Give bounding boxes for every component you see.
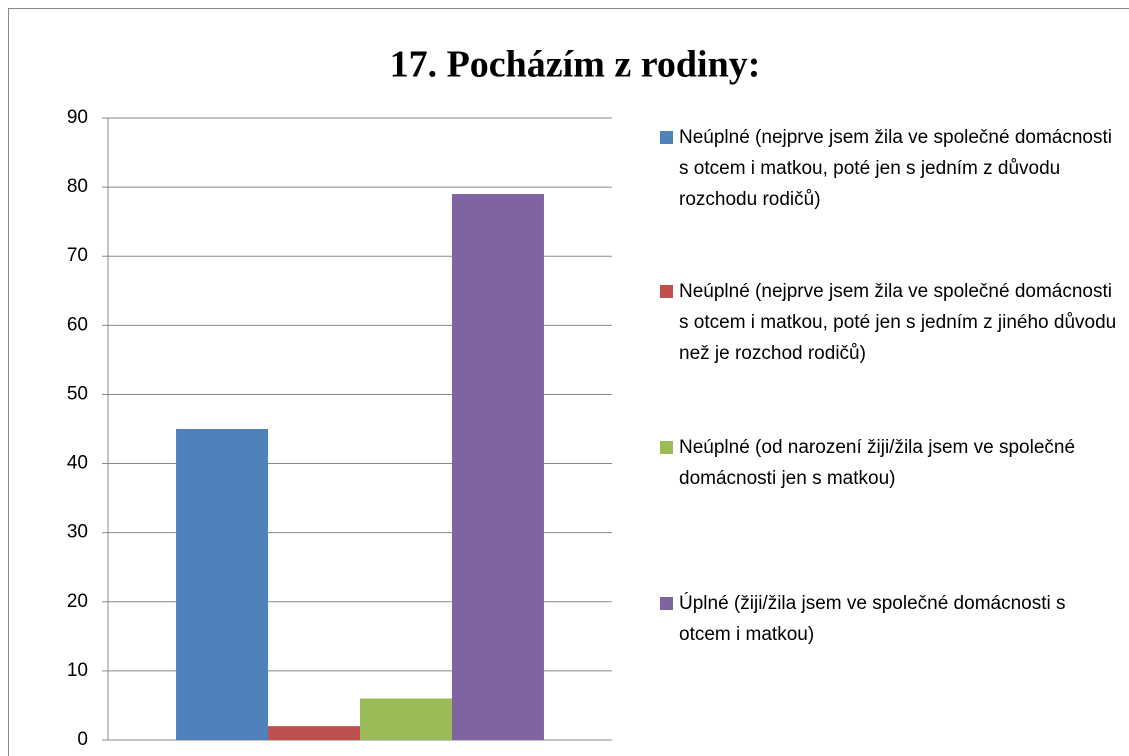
legend-label: Neúplné (od narození žiji/žila jsem ve s… [679,437,1076,489]
y-tick-label: 80 [67,176,88,197]
legend-swatch [660,597,673,610]
y-tick-label: 30 [67,522,88,543]
y-tick-label: 10 [67,660,88,681]
y-tick-label: 70 [67,245,88,266]
y-tick-label: 90 [67,107,88,128]
legend-swatch [660,131,673,144]
y-tick-label: 50 [67,383,88,404]
legend-label: Neúplné (nejprve jsem žila ve společné d… [679,127,1113,210]
bar [360,698,452,740]
legend-label: Neúplné (nejprve jsem žila ve společné d… [679,281,1117,364]
y-tick-label: 40 [67,453,88,474]
bar [176,429,269,740]
y-tick-label: 60 [67,314,88,335]
legend-entry: Neúplné (od narození žiji/žila jsem ve s… [660,432,1120,494]
legend-entry: Neúplné (nejprve jsem žila ve společné d… [660,122,1120,215]
y-tick-label: 0 [77,729,88,750]
chart-border [8,8,1129,756]
bar [268,726,360,740]
legend-entry: Neúplné (nejprve jsem žila ve společné d… [660,276,1120,369]
legend-swatch [660,285,673,298]
legend-swatch [660,441,673,454]
legend-entry: Úplné (žiji/žila jsem ve společné domácn… [660,588,1120,650]
chart-title: 17. Pocházím z rodiny: [390,44,761,86]
legend-label: Úplné (žiji/žila jsem ve společné domácn… [679,593,1066,645]
bar [451,194,544,740]
y-tick-label: 20 [67,591,88,612]
